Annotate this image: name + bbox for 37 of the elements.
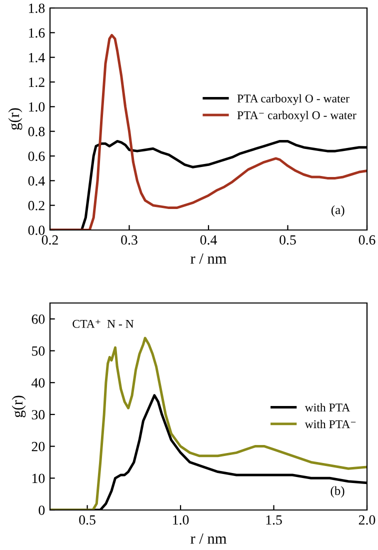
legend-label: with PTA <box>304 403 350 412</box>
annotation: CTA⁺ N - N <box>72 320 134 328</box>
x-axis-title: r / nm <box>190 254 227 264</box>
y-tick-label: 1.8 <box>29 4 45 14</box>
x-tick-label: 1.0 <box>173 515 189 525</box>
x-tick-label: 1.5 <box>266 515 282 525</box>
y-tick-label: 0.2 <box>28 200 44 210</box>
legend-label: PTA carboxyl O - water <box>237 94 350 105</box>
y-tick-label: 0.8 <box>28 126 45 136</box>
y-tick-label: 0.6 <box>28 152 45 162</box>
legend-label: PTA⁻ carboxyl O - water <box>237 110 356 122</box>
legend-label: with PTA⁻ <box>304 420 356 428</box>
y-axis-title: g(r) <box>8 108 22 130</box>
y-tick-label: 0.4 <box>28 176 45 186</box>
x-tick-label: 2.0 <box>358 515 376 525</box>
y-axis-title: g(r) <box>12 396 26 418</box>
x-tick-label: 0.5 <box>79 515 96 525</box>
x-tick-label: 0.4 <box>200 235 217 245</box>
x-axis-title: r / nm <box>190 534 227 544</box>
x-tick-label: 0.2 <box>42 235 58 245</box>
y-tick-label: 20 <box>32 442 45 452</box>
y-tick-label: 0 <box>38 506 45 515</box>
y-tick-label: 50 <box>32 346 45 356</box>
y-tick-label: 1.2 <box>29 78 44 88</box>
x-tick-label: 0.3 <box>121 235 138 245</box>
y-tick-label: 1.6 <box>29 28 45 38</box>
y-tick-label: 60 <box>32 314 45 324</box>
annotation: (b) <box>330 486 344 498</box>
y-tick-label: 30 <box>32 410 45 420</box>
y-tick-label: 1.0 <box>29 102 45 112</box>
x-tick-label: 0.5 <box>280 235 296 245</box>
y-tick-label: 40 <box>32 378 45 388</box>
y-tick-label: 1.4 <box>29 52 45 62</box>
annotation: (a) <box>331 205 344 217</box>
y-tick-label: 0.0 <box>28 226 45 236</box>
x-tick-label: 0.6 <box>358 235 376 245</box>
y-tick-label: 10 <box>32 474 45 484</box>
